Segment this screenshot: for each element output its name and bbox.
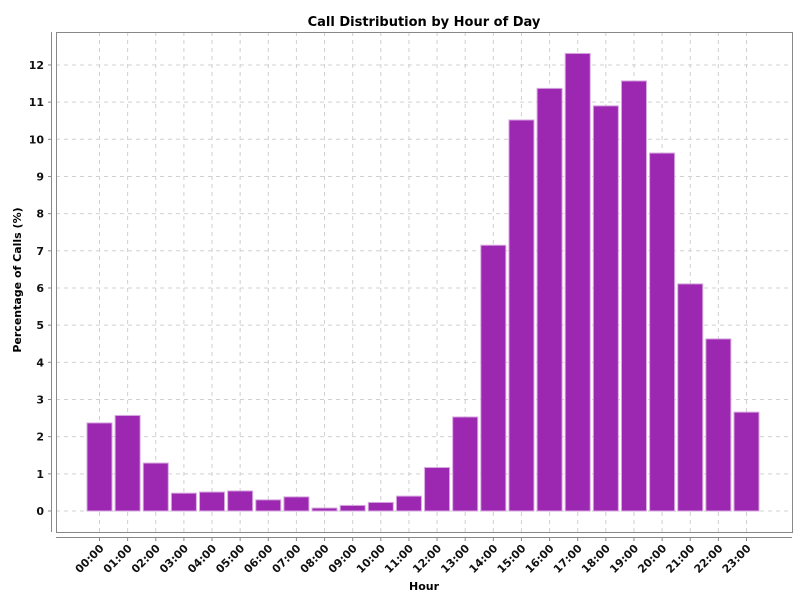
bar-03:00 xyxy=(170,492,197,512)
y-tick-label: 3 xyxy=(36,393,44,406)
x-tick-label: 13:00 xyxy=(438,542,472,576)
plot-area: 012345678910111200:0001:0002:0003:0004:0… xyxy=(29,32,793,576)
x-tick-label: 20:00 xyxy=(635,542,669,576)
x-tick-label: 04:00 xyxy=(185,542,219,576)
x-tick-label: 22:00 xyxy=(692,542,726,576)
bar-22:00 xyxy=(705,338,732,512)
y-tick-label: 9 xyxy=(36,170,44,183)
y-tick-label: 10 xyxy=(29,133,45,146)
x-tick-label: 12:00 xyxy=(410,542,444,576)
x-tick-label: 18:00 xyxy=(579,542,613,576)
x-tick-label: 17:00 xyxy=(551,542,585,576)
x-tick-label: 06:00 xyxy=(241,542,275,576)
x-tick-label: 01:00 xyxy=(101,542,135,576)
y-tick-label: 0 xyxy=(36,505,44,518)
x-tick-label: 05:00 xyxy=(213,542,247,576)
x-tick-label: 14:00 xyxy=(466,542,500,576)
x-axis-label: Hour xyxy=(409,580,440,593)
bar-04:00 xyxy=(199,491,226,512)
bar-12:00 xyxy=(424,467,451,512)
bar-01:00 xyxy=(114,414,141,512)
x-tick-label: 10:00 xyxy=(354,542,388,576)
x-tick-label: 23:00 xyxy=(720,542,754,576)
y-tick-label: 7 xyxy=(36,245,44,258)
y-tick-label: 1 xyxy=(36,468,44,481)
bar-17:00 xyxy=(564,52,591,512)
plot-border xyxy=(56,32,793,533)
bar-18:00 xyxy=(592,105,619,512)
bar-16:00 xyxy=(536,87,563,512)
y-tick-label: 11 xyxy=(29,96,44,109)
bar-23:00 xyxy=(733,411,760,512)
bar-19:00 xyxy=(620,80,647,512)
y-axis-label: Percentage of Calls (%) xyxy=(11,207,24,352)
chart-title: Call Distribution by Hour of Day xyxy=(308,15,541,30)
x-tick-label: 15:00 xyxy=(495,542,529,576)
x-tick-label: 11:00 xyxy=(382,542,416,576)
bar-02:00 xyxy=(142,462,169,512)
x-tick-label: 03:00 xyxy=(157,542,191,576)
y-tick-label: 6 xyxy=(36,282,44,295)
x-tick-label: 02:00 xyxy=(129,542,163,576)
y-tick-label: 12 xyxy=(29,59,44,72)
bar-11:00 xyxy=(395,495,422,512)
bar-00:00 xyxy=(86,422,113,512)
y-tick-label: 2 xyxy=(36,431,44,444)
bar-06:00 xyxy=(255,499,282,512)
y-tick-label: 5 xyxy=(36,319,44,332)
bar-21:00 xyxy=(677,283,704,512)
x-tick-label: 19:00 xyxy=(607,542,641,576)
bar-14:00 xyxy=(480,244,507,512)
bar-20:00 xyxy=(649,152,676,512)
x-tick-label: 09:00 xyxy=(326,542,360,576)
x-tick-label: 00:00 xyxy=(73,542,107,576)
x-tick-label: 21:00 xyxy=(663,542,697,576)
x-tick-label: 07:00 xyxy=(270,542,304,576)
bar-09:00 xyxy=(339,504,366,512)
bar-08:00 xyxy=(311,507,338,512)
bar-15:00 xyxy=(508,119,535,512)
x-tick-label: 16:00 xyxy=(523,542,557,576)
y-tick-label: 8 xyxy=(36,208,44,221)
y-tick-label: 4 xyxy=(36,356,44,369)
bar-10:00 xyxy=(367,501,394,512)
bar-13:00 xyxy=(452,416,479,512)
bar-07:00 xyxy=(283,496,310,512)
bar-05:00 xyxy=(227,490,254,512)
x-tick-label: 08:00 xyxy=(298,542,332,576)
